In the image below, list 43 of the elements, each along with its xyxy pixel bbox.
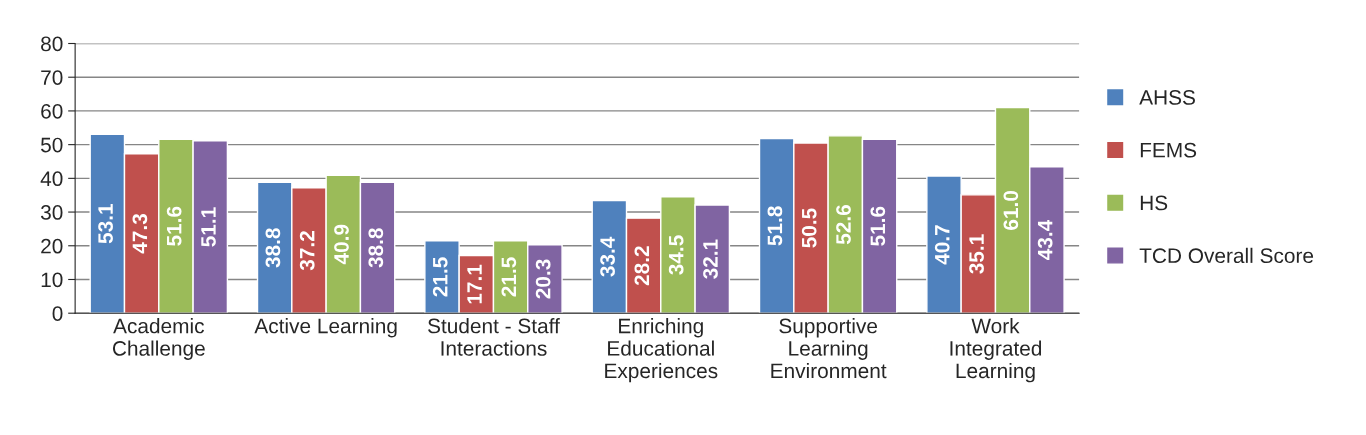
- y-tick-label: 80: [41, 36, 63, 52]
- data-label: 33.4: [600, 236, 615, 277]
- data-label: 21.5: [501, 257, 517, 297]
- y-tick-label: 50: [40, 137, 63, 153]
- legend-label: HS: [1140, 195, 1168, 211]
- x-tick-label: Student - Staff Interactions: [428, 318, 560, 356]
- y-tick-label: 0: [52, 306, 63, 321]
- data-label: 43.4: [1037, 219, 1053, 260]
- y-tick-label: 20: [41, 238, 63, 254]
- legend-label: FEMS: [1140, 142, 1197, 158]
- y-tick-label: 40: [40, 171, 63, 187]
- data-label: 53.1: [98, 204, 113, 244]
- data-label: 20.3: [535, 259, 551, 299]
- y-tick-label: 10: [41, 272, 63, 288]
- x-tick-label: Academic Challenge: [112, 318, 205, 360]
- data-label: 34.5: [668, 235, 684, 275]
- x-tick-label: Supportive Learning Environment: [771, 318, 887, 379]
- x-tick-label: Work Integrated Learning: [950, 318, 1042, 383]
- x-tick-label: Active Learning: [254, 318, 397, 338]
- data-label: 38.8: [368, 228, 384, 268]
- data-label: 51.6: [166, 206, 182, 246]
- legend-label: AHSS: [1139, 90, 1195, 105]
- data-label: 52.6: [836, 205, 851, 245]
- legend-label: TCD Overall Score: [1139, 247, 1314, 264]
- y-tick-label: 30: [40, 205, 63, 220]
- data-label: 51.6: [870, 206, 886, 246]
- data-label: 17.1: [467, 264, 482, 304]
- data-label: 37.2: [299, 231, 315, 271]
- data-label: 38.8: [265, 228, 281, 268]
- data-label: 47.3: [132, 213, 148, 254]
- data-label: 21.5: [432, 257, 448, 297]
- data-label: 40.7: [934, 225, 950, 265]
- data-label: 32.1: [703, 239, 718, 279]
- data-label: 51.1: [201, 207, 216, 247]
- data-label: 61.0: [1003, 190, 1019, 230]
- data-label: 28.2: [634, 246, 650, 286]
- data-label: 35.1: [969, 234, 984, 274]
- y-tick-label: 60: [41, 103, 63, 119]
- x-tick-label: Enriching Educational Experiences: [605, 318, 718, 383]
- y-tick-label: 70: [41, 70, 63, 85]
- data-label: 40.9: [334, 224, 349, 265]
- data-label: 50.5: [801, 208, 817, 248]
- data-label: 51.8: [767, 206, 783, 246]
